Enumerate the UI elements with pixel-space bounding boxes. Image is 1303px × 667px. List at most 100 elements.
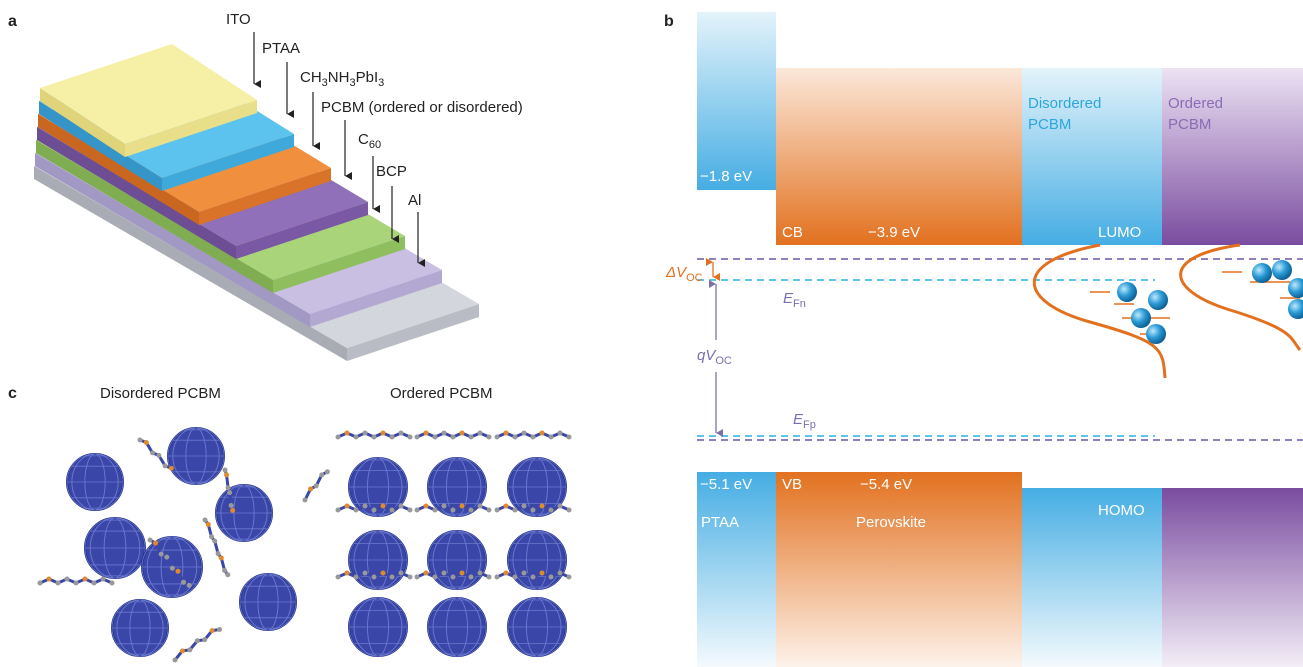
atom [557, 503, 563, 509]
atom [530, 434, 536, 440]
atom [202, 517, 208, 523]
atom [228, 502, 234, 508]
atom [548, 434, 554, 440]
efp-label: EFp [793, 411, 816, 431]
atom [512, 507, 518, 513]
atom [302, 497, 308, 503]
atom [308, 486, 314, 492]
atom [362, 570, 368, 576]
atom [503, 570, 509, 576]
atom [459, 570, 465, 576]
band-label: CB [782, 224, 803, 241]
atom [539, 430, 545, 436]
atom [335, 574, 341, 580]
fermi-levels [697, 258, 1303, 441]
atom [156, 452, 162, 458]
atom [147, 537, 153, 543]
qvoc-label: qVOC [697, 347, 732, 367]
atom [202, 637, 208, 643]
material-label: Perovskite [856, 514, 926, 531]
atom [530, 507, 536, 513]
atom [353, 507, 359, 513]
atom [477, 430, 483, 436]
atom [222, 467, 228, 473]
atom [224, 472, 230, 478]
atom [423, 503, 429, 509]
atom [459, 430, 465, 436]
atom [205, 521, 211, 527]
atom [432, 507, 438, 513]
atom [335, 507, 341, 513]
atom [414, 574, 420, 580]
atom [169, 565, 175, 571]
material-label: Disordered [1028, 95, 1101, 112]
atom [217, 627, 223, 633]
band-label: LUMO [1098, 224, 1141, 241]
atom [548, 507, 554, 513]
electrons [1117, 260, 1303, 344]
layer-side [39, 101, 162, 191]
atom [143, 439, 149, 445]
atom [158, 551, 164, 557]
atom [557, 430, 563, 436]
panel-label: c [8, 385, 17, 402]
atom [468, 574, 474, 580]
atom [441, 503, 447, 509]
atom [46, 576, 52, 582]
atom [82, 576, 88, 582]
layer-side [36, 140, 273, 293]
atom [486, 574, 492, 580]
atom [109, 580, 115, 586]
panel-title: Ordered PCBM [390, 385, 493, 402]
atom [150, 450, 156, 456]
atom [441, 570, 447, 576]
atom [380, 503, 386, 509]
layer-front [347, 304, 479, 361]
panel-title: Disordered PCBM [100, 385, 221, 402]
ordered-homo [1162, 488, 1303, 667]
layer-label: C60 [358, 131, 381, 151]
atom [362, 430, 368, 436]
molecules [37, 427, 572, 663]
atom [512, 434, 518, 440]
atom [380, 570, 386, 576]
band-label: VB [782, 476, 802, 493]
atom [423, 570, 429, 576]
layer-stack [34, 44, 479, 361]
atom [168, 465, 174, 471]
atom [362, 503, 368, 509]
atom [64, 576, 70, 582]
atom [227, 490, 233, 496]
energy-label: −3.9 eV [868, 224, 920, 241]
atom [230, 507, 236, 513]
atom [521, 570, 527, 576]
layer-label: ITO [226, 11, 251, 28]
atom [486, 434, 492, 440]
efn-label: EFn [783, 290, 806, 310]
atom [557, 570, 563, 576]
panel-label: a [8, 13, 17, 30]
atom [371, 434, 377, 440]
layer-front [236, 202, 368, 259]
layer-side [38, 114, 199, 225]
atom [218, 555, 224, 561]
atom [319, 472, 325, 478]
panel-label: b [664, 13, 674, 30]
band-diagram [697, 12, 1303, 667]
layer-label: PCBM (ordered or disordered) [321, 99, 523, 116]
layer-label: PTAA [262, 40, 300, 57]
atom [37, 580, 43, 586]
atom [414, 507, 420, 513]
atom [494, 507, 500, 513]
atom [335, 434, 341, 440]
atom [450, 574, 456, 580]
atom [398, 570, 404, 576]
atom [344, 570, 350, 576]
layer-side [37, 127, 236, 259]
ptaa-homo-band [697, 472, 776, 667]
material-label: PCBM [1028, 116, 1071, 133]
atom [389, 507, 395, 513]
dos-curve [1032, 243, 1167, 379]
delta-voc-label: ΔVOC [665, 264, 703, 284]
